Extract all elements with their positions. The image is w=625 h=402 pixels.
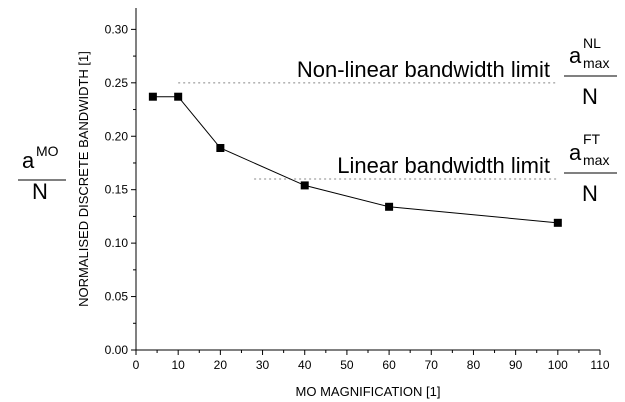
x-tick-label: 70	[425, 358, 439, 372]
data-point	[148, 92, 157, 101]
reference-lines	[178, 82, 558, 180]
x-axis-ticks: 0 10 20 30 40 50 60 70 80 90 100 110	[133, 350, 610, 372]
data-point	[300, 181, 309, 190]
data-point	[553, 218, 562, 227]
y-tick-label: 0.20	[105, 129, 129, 143]
series-line	[152, 96, 558, 224]
data-point	[385, 202, 394, 211]
x-tick-label: 30	[256, 358, 270, 372]
nonlinear-limit-label: Non-linear bandwidth limit	[297, 57, 550, 82]
x-tick-label: 40	[298, 358, 312, 372]
linear-fraction: a FT max N	[564, 131, 617, 206]
y-tick-label: 0.25	[105, 76, 129, 90]
nonlinear-fraction-numerator: a	[569, 43, 582, 68]
x-tick-label: 90	[509, 358, 523, 372]
data-point	[174, 92, 183, 101]
x-tick-label: 100	[548, 358, 568, 372]
axis-fraction-superscript: MO	[36, 143, 59, 159]
x-tick-label: 50	[340, 358, 354, 372]
x-tick-label: 80	[467, 358, 481, 372]
x-tick-label: 0	[133, 358, 140, 372]
y-tick-label: 0.15	[105, 183, 129, 197]
axis-fraction-denominator: N	[32, 179, 48, 204]
nonlinear-fraction-denominator: N	[582, 84, 598, 109]
linear-fraction-numerator: a	[569, 140, 582, 165]
x-tick-label: 20	[214, 358, 228, 372]
linear-fraction-superscript: FT	[583, 131, 601, 147]
x-tick-label: 110	[590, 358, 609, 372]
nonlinear-fraction: a NL max N	[564, 35, 617, 109]
y-tick-label: 0.00	[105, 343, 129, 357]
nonlinear-fraction-superscript: NL	[583, 35, 601, 51]
x-axis-title: MO MAGNIFICATION [1]	[296, 384, 441, 399]
data-point	[216, 144, 225, 153]
x-tick-label: 60	[382, 358, 396, 372]
y-tick-label: 0.10	[105, 236, 129, 250]
nonlinear-fraction-subscript: max	[583, 55, 609, 71]
x-tick-label: 10	[172, 358, 186, 372]
linear-fraction-subscript: max	[583, 152, 609, 168]
y-axis-ticks: 0.00 0.05 0.10 0.15 0.20 0.25 0.30	[105, 22, 136, 357]
axis-fraction: a MO N	[18, 143, 66, 204]
y-tick-label: 0.05	[105, 290, 129, 304]
y-axis-title: NORMALISED DISCRETE BANDWIDTH [1]	[76, 51, 91, 307]
linear-limit-label: Linear bandwidth limit	[337, 153, 550, 178]
y-tick-label: 0.30	[105, 22, 129, 36]
linear-fraction-denominator: N	[582, 181, 598, 206]
axis-fraction-numerator: a	[22, 148, 35, 173]
data-series	[148, 92, 562, 227]
